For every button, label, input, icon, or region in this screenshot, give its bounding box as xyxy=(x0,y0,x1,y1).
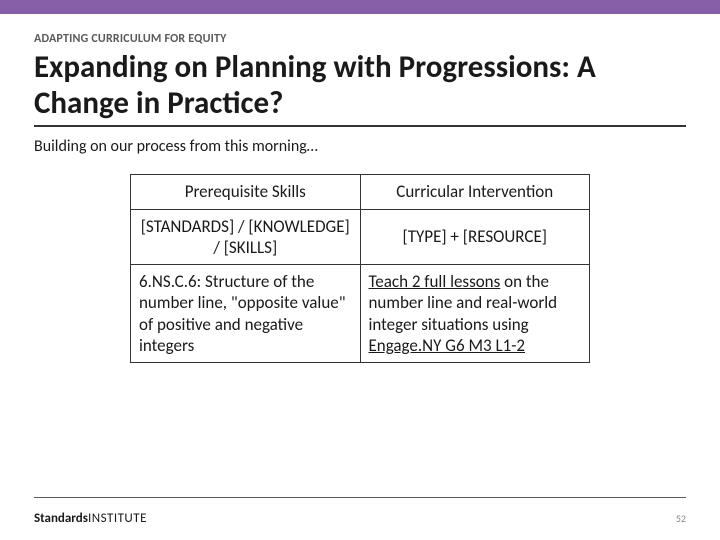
example-cell-intervention: Teach 2 full lessons on the number line … xyxy=(360,265,590,363)
table-template-row: [STANDARDS] / [KNOWLEDGE] / [SKILLS] [TY… xyxy=(131,209,590,265)
eyebrow-label: ADAPTING CURRICULUM FOR EQUITY xyxy=(34,32,686,46)
curriculum-table: Prerequisite Skills Curricular Intervent… xyxy=(130,174,590,363)
brand-bold: Standards xyxy=(34,511,88,526)
example-cell-prerequisite: 6.NS.C.6: Structure of the number line, … xyxy=(131,265,361,363)
intervention-resource: Engage.NY G6 M3 L1-2 xyxy=(369,335,526,356)
table-container: Prerequisite Skills Curricular Intervent… xyxy=(34,174,686,363)
brand-logo: StandardsINSTITUTE xyxy=(34,511,147,526)
slide-footer: StandardsINSTITUTE 52 xyxy=(34,511,686,526)
col-header-prerequisite: Prerequisite Skills xyxy=(131,175,361,209)
slide-content: ADAPTING CURRICULUM FOR EQUITY Expanding… xyxy=(0,14,720,363)
accent-top-bar xyxy=(0,0,720,14)
page-number: 52 xyxy=(676,512,686,525)
template-cell-intervention: [TYPE] + [RESOURCE] xyxy=(360,209,590,265)
slide-title: Expanding on Planning with Progressions:… xyxy=(34,50,686,127)
brand-light: INSTITUTE xyxy=(88,511,147,526)
intervention-action: Teach 2 full lessons xyxy=(369,271,501,292)
table-header-row: Prerequisite Skills Curricular Intervent… xyxy=(131,175,590,209)
col-header-intervention: Curricular Intervention xyxy=(360,175,590,209)
template-cell-prerequisite: [STANDARDS] / [KNOWLEDGE] / [SKILLS] xyxy=(131,209,361,265)
footer-divider xyxy=(34,497,686,498)
slide-subtitle: Building on our process from this mornin… xyxy=(34,137,686,156)
standard-code: 6.NS.C.6 xyxy=(139,271,197,292)
table-example-row: 6.NS.C.6: Structure of the number line, … xyxy=(131,265,590,363)
